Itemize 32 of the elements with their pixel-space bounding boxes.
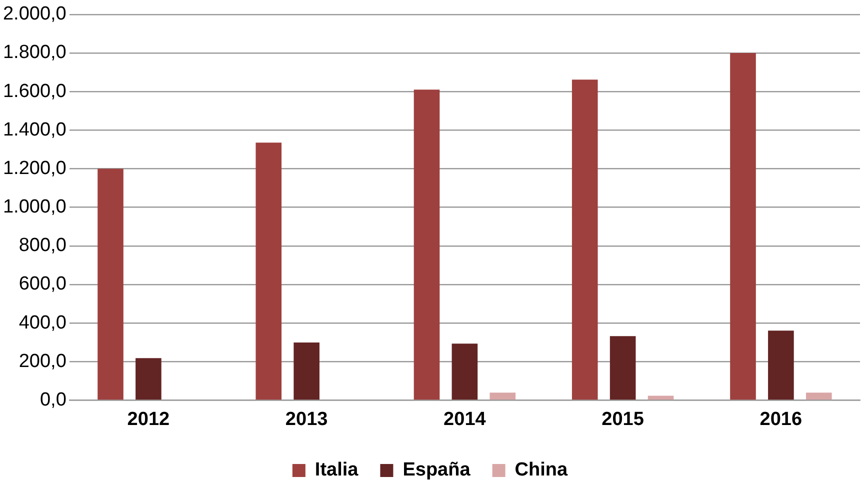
- x-tick-label: 2014: [444, 408, 486, 430]
- bar: [730, 52, 756, 400]
- legend-label: China: [514, 460, 568, 481]
- x-tick-label: 2013: [285, 408, 328, 430]
- y-tick-label: 2.000,0: [2, 4, 66, 25]
- bar: [452, 344, 478, 400]
- legend-label: España: [402, 460, 471, 481]
- bar: [294, 342, 320, 400]
- y-tick-label: 1.400,0: [2, 119, 66, 140]
- x-tick-label: 2012: [127, 408, 170, 430]
- bar: [648, 396, 674, 400]
- bar: [98, 168, 124, 400]
- y-tick-label: 0,0: [40, 389, 66, 410]
- y-tick-label: 1.600,0: [2, 80, 66, 102]
- bar: [806, 392, 832, 400]
- y-tick-label: 600,0: [18, 274, 66, 295]
- x-tick-label: 2016: [760, 408, 802, 430]
- x-tick-label: 2015: [602, 408, 644, 430]
- y-tick-label: 800,0: [18, 235, 66, 256]
- bar: [256, 142, 282, 400]
- bar: [414, 90, 440, 400]
- bar: [572, 80, 598, 400]
- y-tick-label: 1.800,0: [2, 42, 66, 64]
- bar: [490, 392, 516, 400]
- y-tick-label: 1.000,0: [2, 196, 66, 218]
- y-tick-label: 400,0: [18, 312, 66, 334]
- y-tick-label: 1.200,0: [2, 158, 66, 179]
- bar: [136, 358, 162, 400]
- bar: [610, 336, 636, 400]
- bar: [768, 330, 794, 400]
- legend-label: Italia: [314, 460, 359, 481]
- y-tick-label: 200,0: [18, 350, 66, 372]
